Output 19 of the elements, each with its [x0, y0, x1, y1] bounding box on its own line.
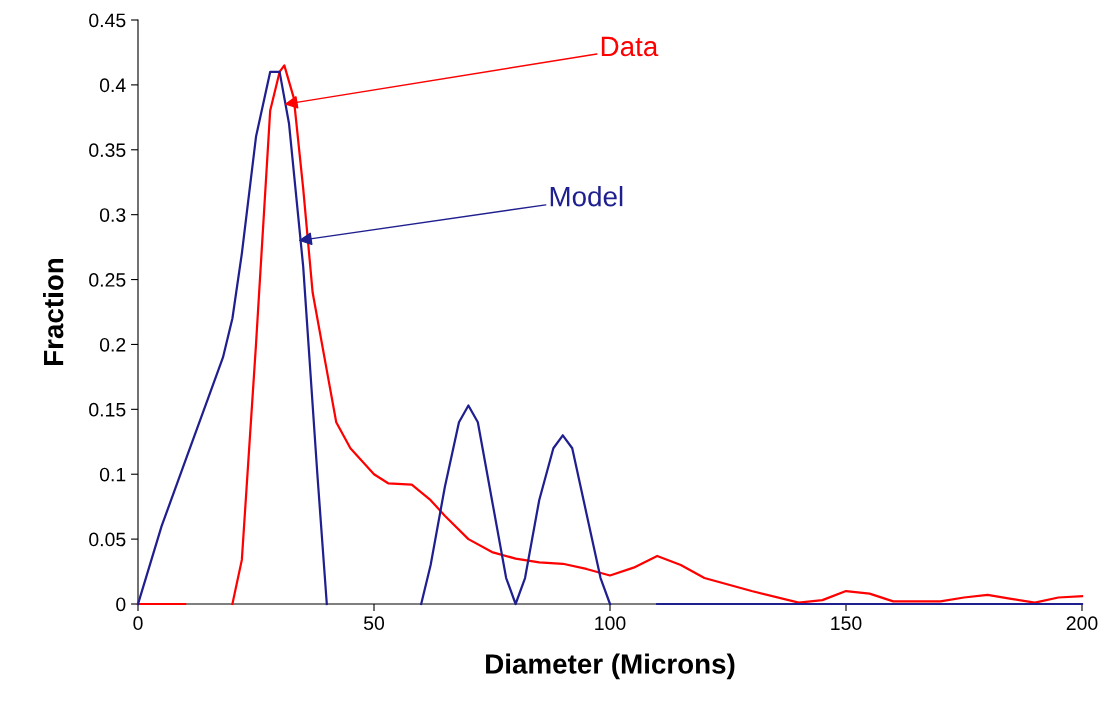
x-tick-label: 100	[595, 616, 626, 631]
y-tick-label: 0	[116, 597, 126, 612]
y-tick-label: 0.3	[99, 208, 126, 222]
x-axis-title: Diameter (Microns)	[486, 653, 735, 680]
annotation: Model	[550, 186, 623, 207]
y-tick-label: 0.1	[99, 467, 126, 482]
y-tick-label: 0.25	[89, 273, 126, 287]
y-tick-label: 0.4	[99, 78, 126, 93]
y-tick-label: 0.15	[89, 402, 126, 417]
y-tick-label: 0.05	[89, 532, 126, 547]
y-axis-title: Fraction	[43, 258, 64, 365]
x-tick-label: 50	[363, 616, 385, 631]
y-tick-label: 0.2	[99, 337, 126, 352]
y-tick-label: 0.45	[89, 13, 126, 28]
x-tick-label: 200	[1066, 616, 1098, 631]
y-tick-label: 0.35	[89, 143, 126, 158]
annotation: Data	[601, 36, 659, 57]
x-tick-label: 0	[133, 616, 143, 631]
x-tick-label: 150	[831, 616, 862, 631]
